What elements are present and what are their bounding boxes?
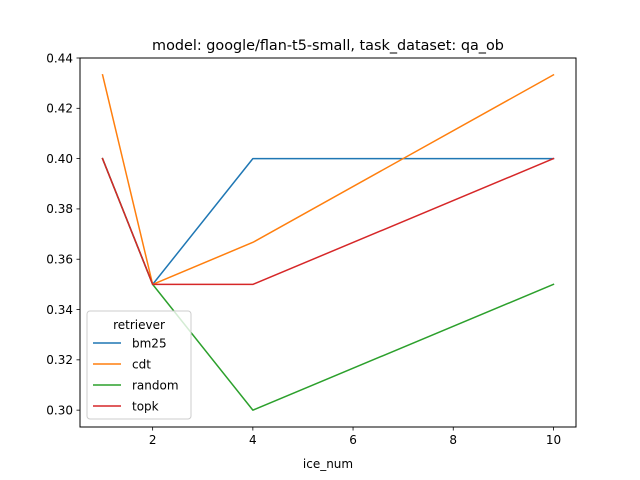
x-tick-label: 10 (546, 433, 561, 447)
y-tick-label: 0.30 (46, 403, 73, 417)
x-tick-label: 8 (449, 433, 457, 447)
legend-label-topk: topk (132, 399, 159, 413)
plot-frame (79, 57, 577, 428)
legend-frame (86, 310, 192, 420)
y-axis: 0.30 0.32 0.34 0.36 0.38 0.40 0.42 0.44 (46, 51, 80, 417)
legend-label-cdt: cdt (132, 357, 151, 371)
x-axis: 2 4 6 8 10 (149, 427, 561, 447)
x-tick-label: 4 (249, 433, 257, 447)
legend-label-bm25: bm25 (132, 336, 167, 350)
series-line-cdt (101, 73, 555, 286)
y-tick-label: 0.34 (46, 303, 73, 317)
y-tick-label: 0.38 (46, 202, 73, 216)
y-tick-label: 0.36 (46, 253, 73, 267)
legend: retriever bm25 cdt random topk (86, 310, 192, 420)
legend-items: bm25 cdt random topk (93, 336, 179, 413)
y-tick-label: 0.44 (46, 51, 73, 65)
series-layer (101, 73, 555, 411)
series-line-topk (101, 157, 555, 286)
legend-label-random: random (132, 378, 179, 392)
y-tick-label: 0.32 (46, 353, 73, 367)
x-tick-label: 2 (149, 433, 157, 447)
x-axis-title: ice_num (303, 457, 353, 471)
y-tick-label: 0.40 (46, 152, 73, 166)
legend-title: retriever (113, 318, 165, 332)
chart-title: model: google/flan-t5-small, task_datase… (152, 38, 504, 54)
x-tick-label: 6 (349, 433, 357, 447)
y-tick-label: 0.42 (46, 102, 73, 116)
